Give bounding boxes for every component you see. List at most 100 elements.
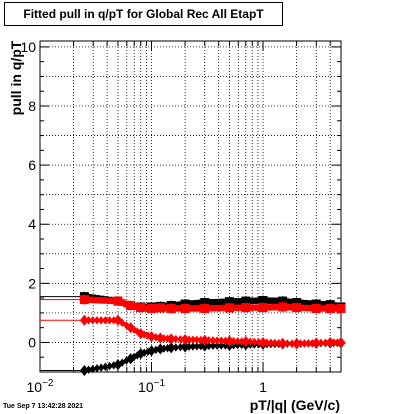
y-tick-label: 10 (20, 39, 36, 55)
series-black-square-point (177, 301, 184, 308)
y-tick-label: 4 (28, 216, 36, 232)
series-red-diamond-point (288, 339, 296, 348)
series-red-square-point (241, 303, 251, 313)
series-black-diamond-point (126, 353, 136, 365)
series-red-square-point (305, 304, 312, 312)
series-black-square-point (267, 297, 275, 304)
series-red-square-point (325, 303, 335, 313)
series-red-square-point (200, 303, 210, 313)
series-black-square-point (301, 299, 308, 307)
series-red-diamond-point (102, 316, 109, 325)
series-black-diamond-point (155, 343, 165, 355)
series-red-diamond-point (193, 335, 201, 345)
series-black-diamond-point (93, 364, 101, 373)
series-red-diamond-point (322, 338, 329, 347)
series-black-square-point (224, 297, 234, 307)
series-red-square-point (180, 303, 190, 313)
series-red-diamond-point (155, 332, 165, 344)
series-red-diamond-point (271, 338, 279, 348)
series-black-diamond-point (180, 341, 190, 353)
y-tick-label: 0 (28, 334, 36, 350)
series-red-square-point (213, 304, 221, 312)
series-red-square-point (126, 301, 136, 311)
series-red-diamond-point (317, 338, 325, 348)
series-red-square-point (284, 303, 291, 311)
series-red-diamond-point (89, 316, 96, 325)
series-red-square-point (234, 304, 241, 311)
series-black-square-point (278, 296, 288, 306)
x-tick-exponent: −1 (154, 378, 166, 389)
series-red-diamond-point (241, 336, 251, 348)
series-red-diamond-point (106, 316, 113, 325)
series-black-diamond-point (200, 340, 210, 352)
series-red-diamond-point (93, 316, 101, 325)
series-red-square-point (218, 304, 225, 312)
series-red-diamond-point (325, 336, 335, 348)
series-red-square-point (317, 305, 325, 312)
series-red-diamond-point (224, 335, 234, 347)
series-red-square-point (278, 302, 288, 312)
series-red-diamond-point (267, 338, 275, 348)
series-black-square-point (271, 297, 279, 305)
series-black-square-point (209, 299, 217, 306)
series-black-diamond-point (193, 342, 201, 351)
series-black-diamond-point (218, 341, 225, 350)
series-red-square-point (267, 304, 275, 311)
series-black-square-point (241, 296, 251, 306)
series-red-square-point (113, 296, 123, 306)
y-tick-label: 6 (28, 157, 36, 173)
date-stamp: Tue Sep 7 13:42:28 2021 (3, 403, 84, 410)
series-red-square-point (106, 297, 113, 304)
series-red-square-point (301, 304, 308, 312)
series-red-diamond-point (234, 337, 241, 346)
series-black-square-point (317, 301, 325, 308)
series-black-square-point (193, 299, 201, 307)
x-axis-label: pT/|q| (GeV/c) (249, 397, 340, 413)
series-red-diamond-point (113, 314, 123, 326)
series-black-square-point (251, 297, 258, 304)
series-black-square-point (288, 298, 296, 306)
series-black-diamond-point (102, 362, 109, 372)
plot-area (40, 41, 341, 372)
series-red-square-point (136, 303, 146, 313)
x-tick-exponent: −2 (42, 378, 54, 389)
y-axis-label: pull in q/pT (8, 40, 24, 116)
series-black-diamond-point (106, 361, 113, 371)
series-red-square-point (79, 295, 89, 305)
series-red-square-point (89, 296, 96, 304)
series-red-square-point (93, 296, 101, 304)
series-black-diamond-point (189, 342, 197, 351)
y-tick-label: 8 (28, 98, 36, 114)
series-red-square-point (224, 303, 234, 313)
series-red-diamond-point (177, 335, 184, 344)
series-red-diamond-point (213, 336, 221, 345)
series-red-diamond-point (284, 339, 291, 348)
series-red-diamond-point (97, 316, 105, 325)
series-black-diamond-point (136, 348, 146, 360)
series-red-diamond-point (301, 339, 308, 348)
y-tick-label: 2 (28, 275, 36, 291)
series-red-square-point (271, 304, 279, 311)
series-black-square-point (284, 298, 291, 305)
series-black-diamond-point (89, 364, 96, 374)
series-black-diamond-point (113, 359, 123, 371)
series-red-square-point (322, 305, 329, 312)
series-red-square-point (102, 297, 109, 304)
series-black-square-point (189, 300, 197, 307)
series-black-diamond-point (209, 341, 217, 350)
series-red-diamond-point (180, 333, 190, 345)
series-red-square-point (155, 303, 165, 313)
series-black-diamond-point (177, 342, 184, 352)
series-red-square-point (251, 304, 258, 311)
x-tick-label: 10−2 (27, 378, 54, 395)
series-black-square-point (213, 298, 221, 306)
series-black-square-point (172, 301, 180, 309)
series-black-diamond-point (97, 363, 105, 372)
series-red-diamond-point (336, 336, 346, 348)
series-black-square-point (218, 298, 225, 306)
series-black-diamond-point (147, 345, 157, 357)
series-red-diamond-point (218, 336, 225, 345)
series-red-square-point (189, 305, 197, 312)
series-red-diamond-point (166, 333, 176, 345)
series-red-diamond-point (79, 314, 89, 326)
